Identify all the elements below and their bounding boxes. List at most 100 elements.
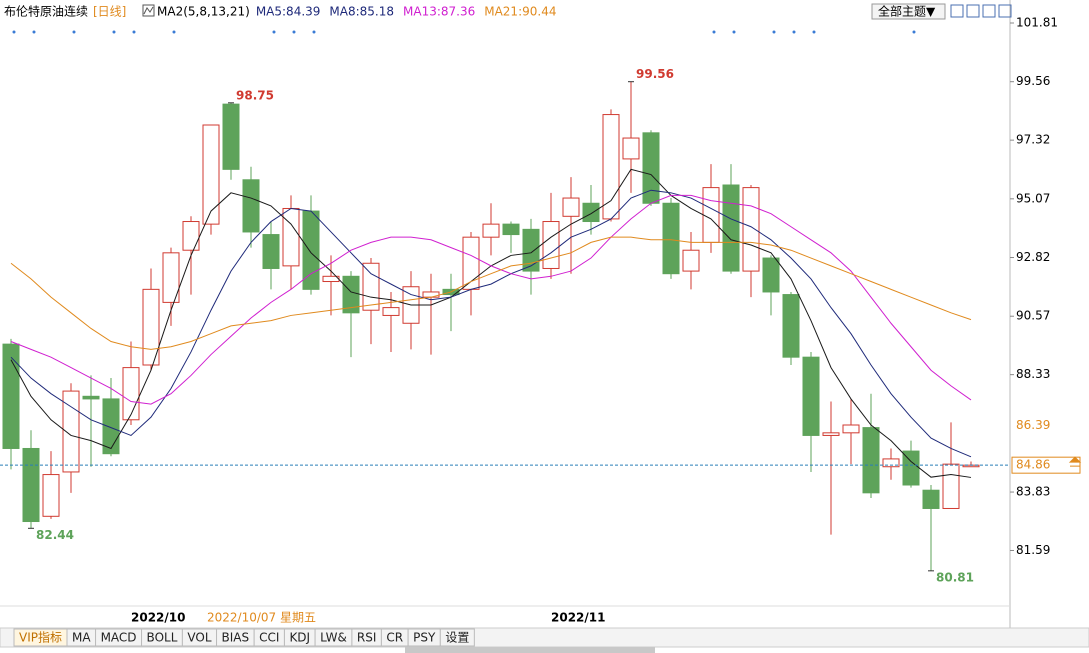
candle-body [222, 103, 240, 170]
candle-body [622, 137, 640, 160]
y-tick-label: 81.59 [1016, 543, 1050, 557]
y-tick-label: 101.81 [1016, 16, 1058, 30]
candle-body [102, 398, 120, 455]
candle-body [282, 207, 300, 267]
y-tick-label: 90.57 [1016, 309, 1050, 323]
candle-body [842, 424, 860, 434]
candle-body [342, 275, 360, 314]
candle-body [882, 458, 900, 468]
candle-body [162, 252, 180, 303]
next[interactable] [998, 4, 1012, 18]
tab-label: LW& [320, 631, 347, 645]
candle-body [602, 114, 620, 220]
plot: 98.75 82.44 99.56 80.81 [2, 67, 980, 584]
x-tick-label: 2022/10 [131, 611, 185, 625]
annotation-label: 99.56 [636, 67, 674, 81]
theme-button-text: 全部主题▼ [878, 4, 936, 19]
news-markers [12, 30, 916, 34]
legend-entry: MA21:90.44 [484, 5, 556, 19]
crosshair-label: 2022/10/07 星期五 [207, 611, 316, 625]
tab-label: VOL [187, 631, 211, 645]
tab[interactable]: RSI [351, 628, 382, 647]
legend-entry: MA5:84.39 [256, 5, 321, 19]
legend-entry: MA13:87.36 [403, 5, 475, 19]
candle-body [762, 257, 780, 293]
candle-body [782, 294, 800, 358]
tab[interactable]: MACD [95, 628, 143, 647]
tab-label: RSI [357, 631, 377, 645]
candle-body [122, 367, 140, 421]
prev[interactable] [982, 4, 996, 18]
indicator-name: MA2(5,8,13,21) [157, 5, 250, 19]
y-tick-label: 92.82 [1016, 250, 1050, 264]
candle-body [242, 179, 260, 233]
ma-line [10, 236, 972, 350]
current-price-box [1011, 456, 1081, 474]
candle-body [22, 447, 40, 523]
candle-body [82, 395, 100, 400]
tab[interactable]: CCI [253, 628, 285, 647]
candle-body [702, 187, 720, 243]
legend-entry: MA8:85.18 [329, 5, 394, 19]
ma-line [10, 194, 972, 405]
candle-body [482, 223, 500, 238]
y-tick-label: 95.07 [1016, 191, 1050, 205]
ma-line [10, 189, 972, 458]
candle-body [742, 187, 760, 272]
tab[interactable]: BOLL [141, 628, 183, 647]
zoom-out[interactable] [966, 4, 980, 18]
tab-label: KDJ [289, 631, 310, 645]
tab[interactable]: 设置 [439, 628, 475, 647]
tab[interactable]: VOL [181, 628, 218, 647]
candle-body [942, 463, 960, 509]
tab[interactable]: PSY [407, 628, 441, 647]
annotation-label: 80.81 [936, 570, 974, 584]
candle-body [2, 343, 20, 449]
tab-label: MACD [101, 631, 137, 645]
candle-body [822, 432, 840, 436]
tab[interactable]: CR [380, 628, 409, 647]
candle-body [502, 223, 520, 236]
theme-button[interactable] [871, 3, 946, 20]
candle-body [582, 202, 600, 223]
scrollbar[interactable] [405, 647, 655, 653]
title: 布伦特原油连续 [4, 4, 88, 19]
indicator-icon[interactable] [142, 4, 155, 17]
zoom-in[interactable] [950, 4, 964, 18]
annotation-label: 98.75 [236, 88, 274, 102]
price-arrow [1068, 456, 1082, 467]
tab-label: BOLL [147, 631, 178, 645]
candle-body [62, 390, 80, 473]
candle-body [42, 474, 60, 517]
tab-label: CR [386, 631, 403, 645]
candle-body [542, 221, 560, 269]
tab[interactable]: VIP指标 [13, 628, 68, 647]
candle-body [422, 291, 440, 298]
candle-body [722, 184, 740, 272]
tab[interactable]: MA [66, 628, 97, 647]
x-tick-label: 2022/11 [551, 611, 605, 625]
candle-body [382, 307, 400, 316]
tab-label: 设置 [445, 631, 469, 645]
tab[interactable]: BIAS [216, 628, 255, 647]
candle-body [862, 427, 880, 494]
current-price-label: 84.86 [1016, 458, 1050, 472]
indicator-icon-line [143, 6, 154, 15]
candle-body [202, 124, 220, 225]
candle-body [362, 262, 380, 311]
tab[interactable]: KDJ [283, 628, 316, 647]
tab-label: BIAS [222, 631, 250, 645]
candle-body [922, 489, 940, 509]
orange-price-label: 86.39 [1016, 418, 1050, 432]
toolbar-icons [950, 4, 1012, 18]
tab-label: PSY [413, 631, 436, 645]
tab-label: VIP指标 [19, 630, 62, 645]
candle-body [142, 288, 160, 366]
candle-body [182, 221, 200, 251]
candle-body [522, 228, 540, 272]
tab-box [439, 628, 475, 647]
candle-body [262, 234, 280, 269]
tab[interactable]: LW& [314, 628, 353, 647]
